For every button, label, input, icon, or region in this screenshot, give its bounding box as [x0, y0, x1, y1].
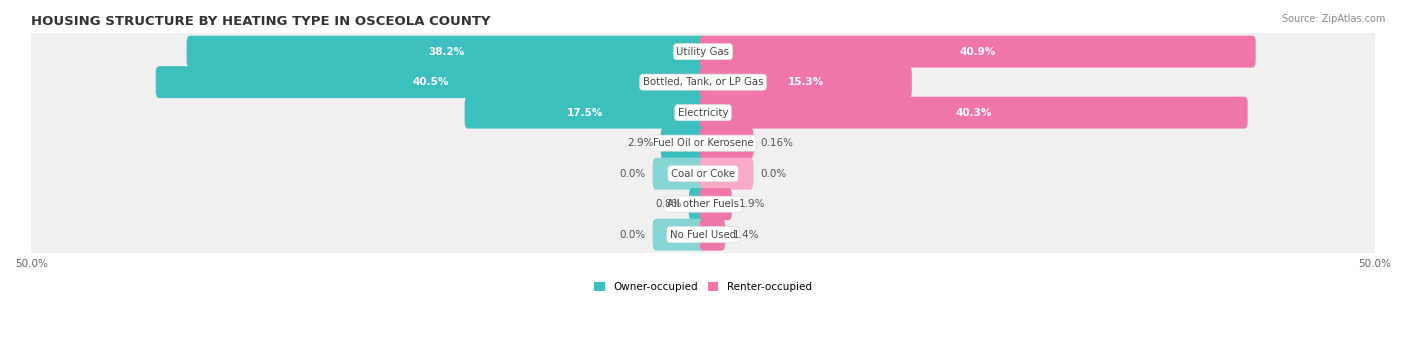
- Text: 15.3%: 15.3%: [787, 77, 824, 87]
- Legend: Owner-occupied, Renter-occupied: Owner-occupied, Renter-occupied: [591, 278, 815, 296]
- FancyBboxPatch shape: [27, 29, 1379, 74]
- Text: 1.4%: 1.4%: [733, 230, 759, 240]
- FancyBboxPatch shape: [27, 182, 1379, 227]
- Text: 0.0%: 0.0%: [619, 169, 645, 179]
- Text: 40.5%: 40.5%: [413, 77, 449, 87]
- FancyBboxPatch shape: [652, 158, 706, 190]
- FancyBboxPatch shape: [27, 212, 1379, 257]
- Text: Coal or Coke: Coal or Coke: [671, 169, 735, 179]
- FancyBboxPatch shape: [464, 97, 706, 129]
- Text: Source: ZipAtlas.com: Source: ZipAtlas.com: [1281, 14, 1385, 24]
- Text: 0.0%: 0.0%: [619, 230, 645, 240]
- FancyBboxPatch shape: [700, 158, 754, 190]
- Text: Bottled, Tank, or LP Gas: Bottled, Tank, or LP Gas: [643, 77, 763, 87]
- FancyBboxPatch shape: [700, 188, 733, 220]
- Text: 0.16%: 0.16%: [761, 138, 794, 148]
- Text: 0.8%: 0.8%: [655, 199, 682, 209]
- Text: Electricity: Electricity: [678, 108, 728, 118]
- FancyBboxPatch shape: [27, 60, 1379, 105]
- Text: 2.9%: 2.9%: [627, 138, 654, 148]
- Text: Utility Gas: Utility Gas: [676, 47, 730, 57]
- FancyBboxPatch shape: [156, 66, 706, 98]
- Text: HOUSING STRUCTURE BY HEATING TYPE IN OSCEOLA COUNTY: HOUSING STRUCTURE BY HEATING TYPE IN OSC…: [31, 15, 491, 28]
- FancyBboxPatch shape: [700, 36, 1256, 68]
- Text: Fuel Oil or Kerosene: Fuel Oil or Kerosene: [652, 138, 754, 148]
- FancyBboxPatch shape: [661, 127, 706, 159]
- FancyBboxPatch shape: [689, 188, 706, 220]
- FancyBboxPatch shape: [27, 151, 1379, 196]
- Text: 38.2%: 38.2%: [429, 47, 464, 57]
- FancyBboxPatch shape: [700, 219, 725, 251]
- FancyBboxPatch shape: [187, 36, 706, 68]
- FancyBboxPatch shape: [700, 127, 754, 159]
- Text: 17.5%: 17.5%: [567, 108, 603, 118]
- Text: 40.9%: 40.9%: [959, 47, 995, 57]
- FancyBboxPatch shape: [700, 97, 1247, 129]
- Text: 1.9%: 1.9%: [740, 199, 766, 209]
- Text: No Fuel Used: No Fuel Used: [669, 230, 737, 240]
- FancyBboxPatch shape: [652, 219, 706, 251]
- Text: 0.0%: 0.0%: [761, 169, 787, 179]
- FancyBboxPatch shape: [27, 121, 1379, 166]
- FancyBboxPatch shape: [27, 90, 1379, 135]
- Text: All other Fuels: All other Fuels: [666, 199, 740, 209]
- Text: 40.3%: 40.3%: [956, 108, 991, 118]
- FancyBboxPatch shape: [700, 66, 912, 98]
